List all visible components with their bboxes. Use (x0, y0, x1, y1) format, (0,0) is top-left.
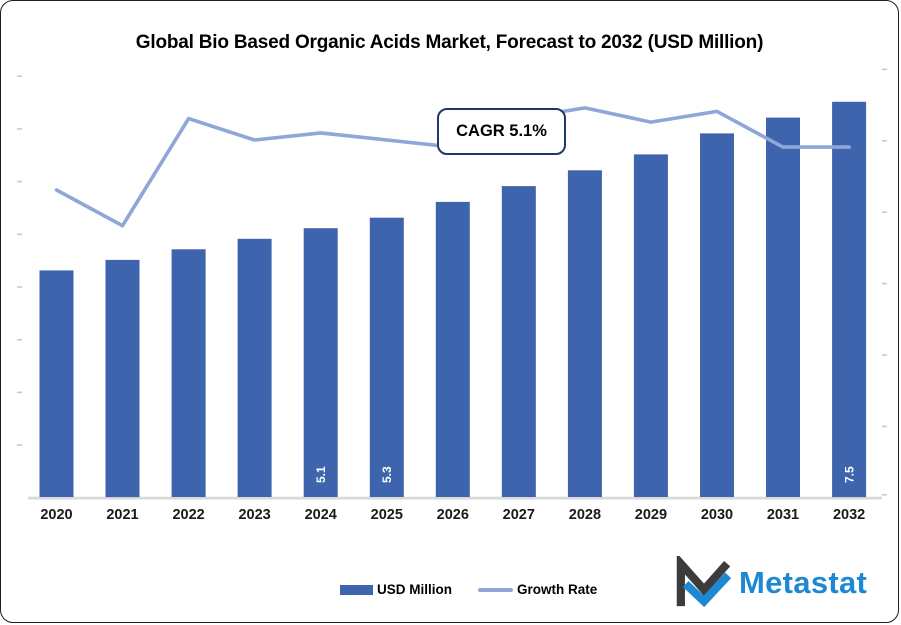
bar-2021 (105, 259, 140, 498)
left-axis-tick (17, 233, 22, 236)
x-axis-label-2022: 2022 (172, 507, 204, 523)
chart-plot-area: 5.1 5.3 7.5 2020 2021 2022 2023 2024 2025 2026 202… (17, 68, 887, 523)
bar-2022 (171, 249, 206, 497)
left-axis-tick (17, 444, 22, 446)
bar-data-label-2024: 5.1 (314, 466, 328, 483)
right-axis-tick (882, 494, 887, 496)
x-axis-label-2029: 2029 (635, 507, 667, 523)
right-axis-tick (882, 354, 887, 356)
x-axis-label-2025: 2025 (371, 507, 403, 523)
legend-line-label: Growth Rate (517, 582, 598, 597)
cagr-label: CAGR 5.1% (456, 122, 547, 140)
bar-2030 (700, 133, 734, 497)
right-axis-tick (882, 425, 887, 428)
legend-bar-label: USD Million (377, 582, 452, 597)
legend: USD Million Growth Rate (340, 582, 597, 597)
x-axis-label-2021: 2021 (106, 507, 138, 523)
left-axis-tick (17, 128, 22, 130)
legend-bar-swatch (340, 584, 373, 595)
bar-2031 (766, 117, 800, 497)
cagr-callout: CAGR 5.1% (437, 108, 566, 155)
x-axis-label-2028: 2028 (569, 507, 601, 523)
right-axis-tick (882, 282, 887, 285)
legend-line-swatch (478, 587, 513, 592)
bar-data-label-2025: 5.3 (380, 466, 394, 483)
x-axis-label-2020: 2020 (40, 507, 72, 523)
left-axis-tick (17, 180, 22, 183)
bar-2027 (501, 186, 536, 497)
x-axis-label-2027: 2027 (503, 507, 535, 523)
chart-title: Global Bio Based Organic Acids Market, F… (135, 32, 764, 53)
right-axis-tick (882, 140, 887, 142)
left-axis-tick (17, 391, 22, 394)
bar-data-label-2032: 7.5 (842, 466, 856, 483)
x-axis-line (28, 496, 882, 500)
x-axis-label-2024: 2024 (305, 507, 337, 523)
bar-2025 (369, 217, 404, 497)
right-axis-tick (882, 211, 887, 213)
x-axis-label-2026: 2026 (437, 507, 469, 523)
bar-2020 (39, 270, 74, 497)
metastat-m-icon (676, 556, 732, 608)
right-axis-tick (882, 68, 887, 71)
x-axis-label-2023: 2023 (238, 507, 270, 523)
left-axis-tick (17, 286, 22, 288)
x-axis-label-2031: 2031 (767, 507, 799, 523)
x-axis-label-2032: 2032 (833, 507, 865, 523)
bar-2023 (237, 238, 272, 498)
x-axis-label-2030: 2030 (701, 507, 733, 523)
metastat-logo: Metastat (673, 556, 867, 610)
bar-2028 (567, 170, 602, 498)
left-axis-tick (17, 75, 22, 77)
bar-2032 (832, 101, 867, 498)
left-axis-tick (17, 338, 22, 341)
bar-2026 (435, 201, 470, 497)
bar-2024 (303, 228, 338, 497)
bar-2029 (633, 154, 668, 497)
metastat-logo-text: Metastat (739, 565, 868, 600)
